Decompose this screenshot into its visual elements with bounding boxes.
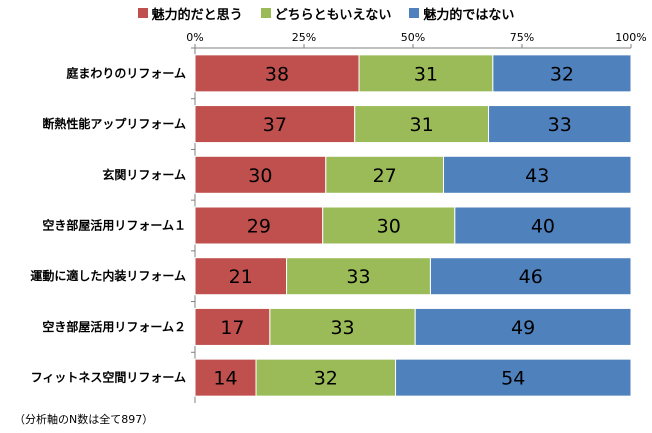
bar-segment bbox=[194, 358, 257, 397]
bar-segment bbox=[194, 206, 324, 245]
category-label: 空き部屋活用リフォーム２ bbox=[42, 319, 186, 334]
legend-swatch bbox=[137, 8, 148, 18]
data-label: 37 bbox=[263, 114, 287, 136]
legend-swatch bbox=[260, 8, 271, 18]
data-label: 33 bbox=[548, 114, 572, 136]
data-label: 17 bbox=[220, 317, 244, 339]
bar-segment bbox=[194, 105, 356, 144]
data-label: 14 bbox=[213, 368, 237, 390]
bar-segment bbox=[443, 155, 632, 194]
data-label: 38 bbox=[265, 63, 289, 85]
legend-label: 魅力的だと思う bbox=[151, 7, 243, 23]
data-label: 21 bbox=[229, 266, 253, 288]
bar-segment bbox=[194, 257, 288, 296]
bar-segment bbox=[354, 105, 490, 144]
bar-segment bbox=[414, 307, 632, 346]
bar-segment bbox=[255, 358, 397, 397]
bar-segment bbox=[429, 257, 632, 296]
data-label: 54 bbox=[501, 368, 525, 390]
category-label: 運動に適した内装リフォーム bbox=[30, 268, 186, 283]
x-tick-label: 100% bbox=[615, 31, 646, 44]
legend-item: 魅力的だと思う bbox=[137, 4, 243, 23]
category-label: フィットネス空間リフォーム bbox=[31, 370, 186, 385]
data-label: 40 bbox=[531, 216, 555, 238]
data-label: 43 bbox=[525, 165, 549, 187]
data-label: 29 bbox=[247, 216, 271, 238]
data-label: 32 bbox=[550, 63, 574, 85]
bar-segment bbox=[488, 105, 632, 144]
legend-label: どちらともいえない bbox=[274, 7, 392, 23]
bar-segment bbox=[454, 206, 632, 245]
bar-segment bbox=[194, 155, 327, 194]
chart-note: （分析軸のN数は全て897） bbox=[14, 413, 154, 426]
category-label: 空き部屋活用リフォーム１ bbox=[42, 218, 186, 233]
data-label: 30 bbox=[248, 165, 272, 187]
category-label: 庭まわりのリフォーム bbox=[66, 65, 186, 80]
x-tick-label: 50% bbox=[401, 31, 425, 44]
data-label: 31 bbox=[414, 63, 438, 85]
legend-item: どちらともいえない bbox=[260, 4, 392, 23]
bar-segment bbox=[325, 155, 445, 194]
x-tick-label: 75% bbox=[510, 31, 534, 44]
category-label: 玄関リフォーム bbox=[102, 167, 186, 182]
data-label: 31 bbox=[410, 114, 434, 136]
bar-segment bbox=[322, 206, 456, 245]
data-label: 30 bbox=[377, 216, 401, 238]
legend: 魅力的だと思う どちらともいえない 魅力的ではない bbox=[0, 3, 652, 23]
bar-segment bbox=[395, 358, 632, 397]
legend-label: 魅力的ではない bbox=[423, 7, 515, 23]
data-label: 32 bbox=[314, 368, 338, 390]
data-label: 33 bbox=[346, 266, 370, 288]
legend-item: 魅力的ではない bbox=[409, 4, 514, 23]
bar-segment bbox=[286, 257, 431, 296]
legend-swatch bbox=[409, 8, 420, 18]
x-tick-label: 25% bbox=[292, 31, 316, 44]
data-label: 46 bbox=[519, 266, 543, 288]
x-tick-label: 0% bbox=[186, 31, 203, 44]
category-label: 断熱性能アップリフォーム bbox=[42, 116, 186, 131]
bar-segment bbox=[492, 54, 632, 93]
data-label: 27 bbox=[373, 165, 397, 187]
data-label: 33 bbox=[330, 317, 354, 339]
data-label: 49 bbox=[511, 317, 535, 339]
